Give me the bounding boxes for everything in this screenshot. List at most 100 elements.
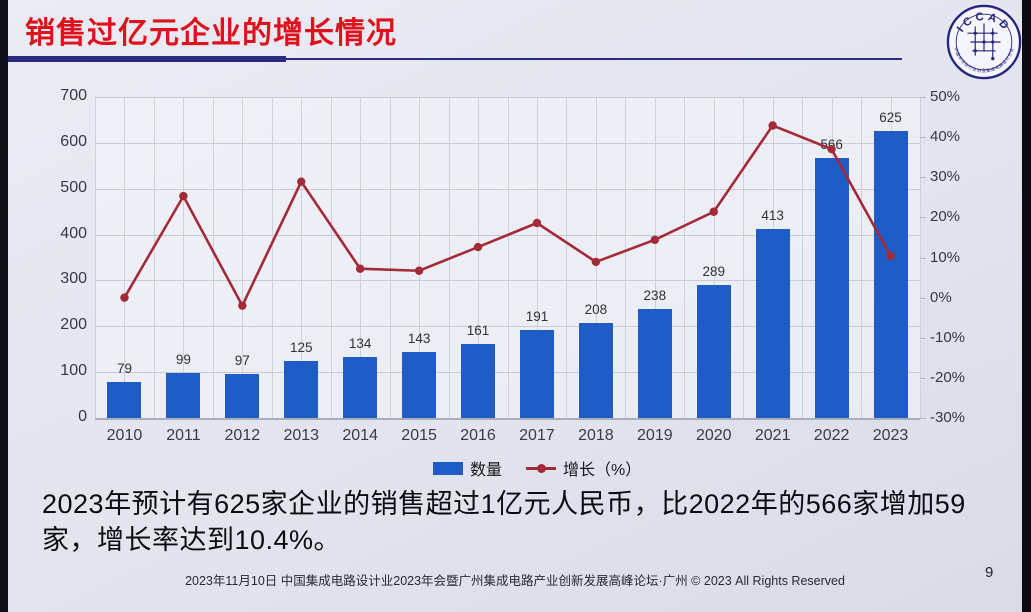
x-axis-tick-2021: 2021 [754, 427, 791, 444]
x-axis-tick-2018: 2018 [578, 427, 614, 444]
bar-2011 [166, 372, 201, 418]
logo-circuit-dots [973, 31, 995, 61]
bar-label-2019: 238 [643, 287, 667, 303]
gridline-vertical [183, 97, 185, 418]
y-axis-tick-200: 200 [60, 316, 87, 334]
bar-2020 [696, 285, 731, 418]
growth-point-2017 [532, 218, 542, 228]
gridline-horizontal [95, 280, 920, 282]
x-axis-tick-2013: 2013 [283, 427, 320, 444]
x-axis-tick-2010: 2010 [106, 427, 143, 444]
gridline-vertical [743, 97, 745, 418]
x-axis-tick-2015: 2015 [401, 427, 437, 444]
gridline-horizontal [95, 142, 920, 144]
bar-2021 [755, 228, 790, 418]
bar-2010 [107, 381, 142, 418]
bar-label-2016: 161 [466, 323, 490, 339]
bar-label-2012: 97 [234, 352, 250, 368]
bar-2022 [814, 158, 849, 418]
growth-point-2020 [709, 207, 718, 216]
gridline-vertical [419, 97, 421, 418]
bar-label-2015: 143 [407, 331, 431, 347]
right-bezel [1022, 0, 1031, 612]
y-axis-tick-0: 0 [78, 408, 87, 425]
iccad-logo-icon: ICCAD 中国半导体行业协会集成电路设计分会 [946, 4, 1022, 80]
gridline-vertical [566, 97, 568, 418]
bar-2019 [637, 308, 672, 418]
x-axis-tick-2014: 2014 [342, 427, 378, 444]
growth-point-2010 [120, 293, 129, 302]
legend-label: 增长（%） [563, 462, 642, 479]
title-underline-thick [8, 56, 286, 62]
bar-label-2023: 625 [879, 110, 902, 126]
right-axis-tickmark [920, 97, 926, 98]
right-axis-tick-20%: 20% [930, 208, 961, 226]
gridline-vertical [242, 97, 244, 418]
bar-label-2018: 208 [584, 301, 608, 317]
page-title: 销售过亿元企业的增长情况 [25, 17, 397, 50]
gridline-vertical [802, 97, 804, 418]
growth-point-2011 [179, 191, 188, 201]
chart-legend: 数量 增长（%） [433, 456, 641, 480]
right-axis-tickmark [920, 337, 926, 339]
gridline-vertical [153, 97, 155, 418]
gridline-horizontal [95, 188, 920, 190]
title-underline-thin [286, 58, 902, 60]
y-axis-tick-300: 300 [60, 270, 87, 288]
right-axis-tick-30%: 30% [930, 168, 961, 186]
legend-item-quantity: 数量 [433, 456, 502, 480]
gridline-horizontal [95, 372, 920, 374]
x-axis-tick-2020: 2020 [695, 427, 732, 444]
bar-2014 [343, 356, 378, 418]
bar-label-2010: 79 [116, 360, 132, 376]
legend-label: 数量 [470, 462, 503, 479]
bar-label-2014: 134 [348, 335, 372, 351]
right-axis-tickmark [920, 137, 926, 139]
growth-point-2016 [473, 242, 483, 252]
y-axis-tick-400: 400 [60, 224, 87, 242]
bar-2013 [284, 360, 319, 418]
bar-2016 [461, 344, 496, 418]
growth-line-chart [120, 121, 895, 310]
growth-point-2021 [768, 121, 777, 130]
gridline-vertical [536, 97, 538, 418]
right-axis-tick--20%: -20% [930, 368, 966, 386]
gridline-vertical [95, 97, 96, 418]
bar-label-2011: 99 [175, 351, 191, 367]
gridline-vertical [389, 97, 391, 418]
growth-point-2023 [886, 251, 895, 261]
right-axis-tick--10%: -10% [930, 328, 966, 346]
gridline-vertical [124, 97, 126, 418]
growth-point-2015 [414, 266, 424, 275]
x-axis-tick-2022: 2022 [813, 427, 850, 444]
gridline-vertical [861, 97, 863, 418]
x-axis-tick-2019: 2019 [637, 427, 673, 444]
right-axis-tickmark [920, 177, 926, 179]
line-series-marker-icon [526, 463, 557, 473]
y-axis-tick-100: 100 [60, 362, 87, 380]
left-bezel [0, 0, 8, 612]
growth-point-2013 [297, 177, 306, 186]
right-axis-tickmark [920, 418, 926, 419]
gridline-vertical [713, 97, 715, 418]
page-number: 9 [985, 564, 994, 581]
growth-point-2012 [238, 301, 247, 310]
bar-label-2021: 413 [761, 207, 784, 223]
gridline-vertical [684, 97, 686, 418]
bar-2023 [873, 131, 908, 418]
bar-series-swatch-icon [433, 461, 463, 475]
bar-label-2017: 191 [525, 309, 549, 325]
bar-2017 [519, 330, 554, 418]
x-axis-tick-2011: 2011 [166, 427, 201, 444]
right-axis-tick-10%: 10% [930, 248, 961, 266]
gridline-vertical [595, 97, 597, 418]
growth-point-2014 [355, 264, 365, 273]
right-axis-tick-50%: 50% [930, 88, 961, 105]
x-axis-tick-2016: 2016 [460, 427, 496, 444]
bar-label-2020: 289 [702, 264, 726, 280]
legend-item-growth: 增长（%） [526, 456, 641, 480]
gridline-vertical [271, 97, 273, 418]
gridline-vertical [625, 97, 627, 418]
y-axis-tick-500: 500 [60, 178, 87, 196]
